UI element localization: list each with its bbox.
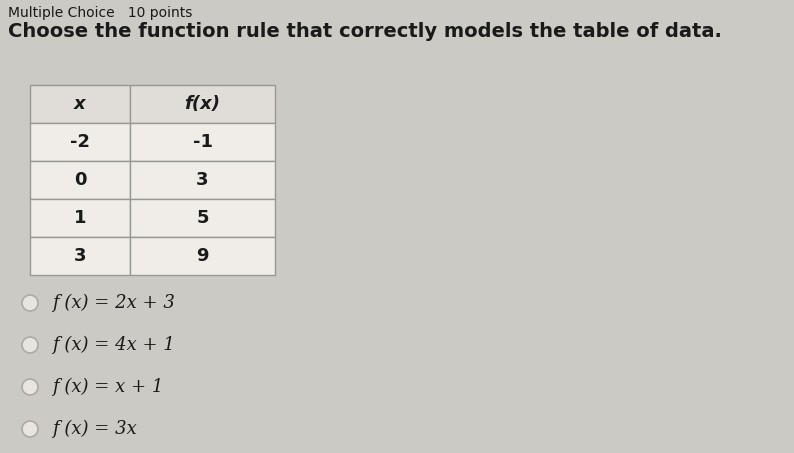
Bar [130,123,275,161]
Bar [30,85,130,123]
Circle shape [22,337,38,353]
Text: 3: 3 [74,247,87,265]
Bar [130,161,275,199]
Text: Multiple Choice   10 points: Multiple Choice 10 points [8,6,192,20]
Text: f (x) = 2x + 3: f (x) = 2x + 3 [52,294,175,312]
Text: f (x) = 4x + 1: f (x) = 4x + 1 [52,336,175,354]
Text: Choose the function rule that correctly models the table of data.: Choose the function rule that correctly … [8,22,722,41]
Text: x: x [74,95,86,113]
Bar [30,237,130,275]
Text: -1: -1 [192,133,213,151]
Text: f (x) = x + 1: f (x) = x + 1 [52,378,164,396]
Circle shape [22,379,38,395]
Bar [30,199,130,237]
Circle shape [22,295,38,311]
Bar [130,85,275,123]
Bar [30,161,130,199]
Circle shape [22,421,38,437]
Text: 9: 9 [196,247,209,265]
Text: 0: 0 [74,171,87,189]
Bar [130,237,275,275]
Text: 5: 5 [196,209,209,227]
Text: 1: 1 [74,209,87,227]
Text: -2: -2 [70,133,90,151]
Text: f(x): f(x) [184,95,221,113]
Text: f (x) = 3x: f (x) = 3x [52,420,137,438]
Bar [130,199,275,237]
Bar [30,123,130,161]
Text: 3: 3 [196,171,209,189]
